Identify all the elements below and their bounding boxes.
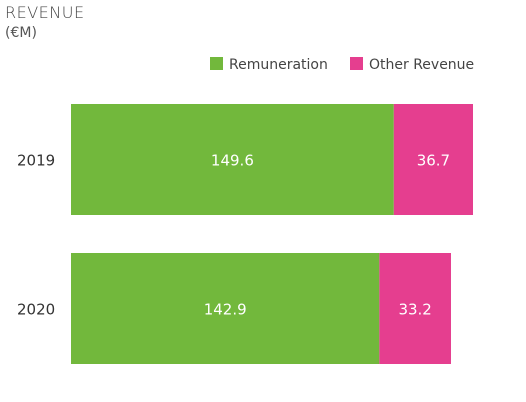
value-label-2019-remuneration: 149.6 <box>211 152 254 170</box>
bar-2020-remuneration <box>71 253 380 364</box>
value-label-2020-remuneration: 142.9 <box>204 301 247 319</box>
legend-swatch-remuneration <box>210 57 223 70</box>
legend-label-other-revenue: Other Revenue <box>369 57 474 73</box>
value-label-2019-other-revenue: 36.7 <box>417 152 450 170</box>
chart-title: REVENUE <box>5 3 85 22</box>
legend: Remuneration Other Revenue <box>210 57 474 73</box>
legend-label-remuneration: Remuneration <box>229 57 328 73</box>
category-label-2019: 2019 <box>17 152 55 170</box>
bar-2020-other-revenue <box>379 253 451 364</box>
bar-2019-remuneration <box>71 104 394 215</box>
value-label-2020-other-revenue: 33.2 <box>398 301 431 319</box>
bars-group: 2019 149.6 36.7 2020 142.9 33.2 <box>17 104 473 364</box>
chart-unit: (€M) <box>5 25 37 41</box>
legend-swatch-other-revenue <box>350 57 363 70</box>
category-label-2020: 2020 <box>17 301 55 319</box>
bar-2019-other-revenue <box>393 104 473 215</box>
